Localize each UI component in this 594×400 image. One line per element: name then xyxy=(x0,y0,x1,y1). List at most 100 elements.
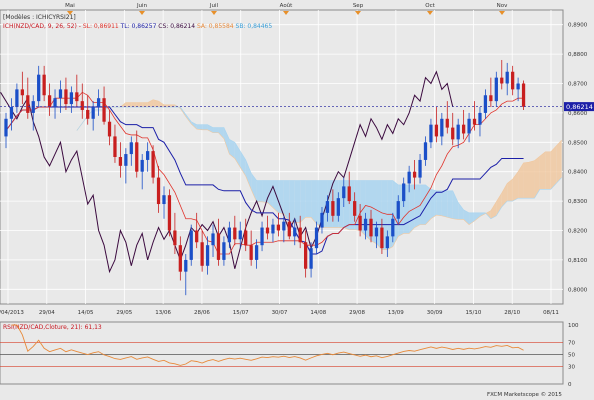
candle-body xyxy=(15,89,19,108)
candle-body xyxy=(521,83,526,107)
month-marker xyxy=(67,11,73,15)
y-tick-label: 0,8500 xyxy=(568,140,588,146)
y-tick-label: 0,8900 xyxy=(568,23,588,29)
indicator-legend: ICH(NZD/CAD, 9, 26, 52) - SL: 0,86911 TL… xyxy=(3,23,272,30)
candle-body xyxy=(200,242,204,266)
candle-body xyxy=(423,142,428,160)
y-tick-label: 0,8700 xyxy=(568,82,588,88)
x-tick-label: 30/07 xyxy=(272,310,288,316)
cloud-segment xyxy=(539,151,546,190)
cloud-segment xyxy=(507,179,513,202)
candle-body xyxy=(47,95,52,108)
cloud-segment xyxy=(436,190,442,216)
legend-item: SA: 0,85584 xyxy=(197,23,236,30)
candle-body xyxy=(102,98,106,122)
x-tick-label: 13/06 xyxy=(155,310,171,316)
cloud-segment xyxy=(147,99,154,108)
y-tick-label: 0,8400 xyxy=(568,170,588,176)
candle-body xyxy=(216,233,221,260)
candle-body xyxy=(107,121,112,137)
candle-body xyxy=(374,227,379,237)
cloud-segment xyxy=(136,102,143,108)
candle-body xyxy=(391,218,395,237)
candle-body xyxy=(265,227,270,234)
cloud-segment xyxy=(234,142,241,168)
candle-body xyxy=(380,227,384,249)
candle-body xyxy=(64,89,68,105)
models-label: [Modèles : ICHICYRSI21] xyxy=(3,14,76,21)
rsi-tick-label: 70 xyxy=(568,341,575,347)
cloud-segment xyxy=(452,190,459,220)
candle-body xyxy=(118,157,123,166)
month-marker xyxy=(139,11,145,15)
y-tick-label: 0,8000 xyxy=(568,287,588,293)
cloud-segment xyxy=(501,183,508,207)
rsi-tick-label: 30 xyxy=(568,364,575,370)
candle-body xyxy=(293,227,297,237)
rsi-tick-label: 50 xyxy=(568,353,575,359)
candle-body xyxy=(75,92,79,102)
cloud-segment xyxy=(463,209,470,225)
candle-body xyxy=(429,124,433,143)
month-label: Août xyxy=(280,2,294,9)
cloud-segment xyxy=(490,201,497,219)
candle-body xyxy=(31,101,35,113)
x-tick-label: 14/08 xyxy=(310,310,326,316)
senkou-span-a-line xyxy=(76,99,562,250)
month-label: Sep xyxy=(353,3,364,9)
month-label: Nov xyxy=(497,3,508,9)
month-label: Juin xyxy=(136,3,148,9)
candle-body xyxy=(260,227,264,246)
cloud-segment xyxy=(267,180,273,208)
x-tick-label: 15/07 xyxy=(233,310,249,316)
cloud-segment xyxy=(305,180,312,218)
cloud-segment xyxy=(523,162,529,199)
candle-body xyxy=(505,71,509,84)
candle-body xyxy=(434,124,439,137)
copyright: FXCM Marketscope © 2015 xyxy=(487,391,562,398)
month-labels: Mai Juin Juil Août Sep Oct Nov xyxy=(65,2,508,15)
candle-body xyxy=(205,245,210,266)
candle-body xyxy=(304,242,308,269)
cloud-segment xyxy=(240,151,246,177)
cloud-segment xyxy=(131,102,137,108)
month-label: Juil xyxy=(209,3,219,9)
candle-body xyxy=(124,154,128,166)
cloud-segment xyxy=(185,114,192,124)
x-tick-label: 29/05 xyxy=(116,310,132,316)
candle-body xyxy=(53,98,57,108)
candle-body xyxy=(445,118,449,128)
current-price-tag xyxy=(564,102,594,112)
x-tick-label: 08/11 xyxy=(543,310,559,316)
x-tick-label: 29/04 xyxy=(39,310,55,316)
candle-body xyxy=(146,151,150,160)
candle-body xyxy=(325,201,330,213)
candle-body xyxy=(244,230,248,246)
cloud-segment xyxy=(223,127,230,155)
cloud-segment xyxy=(534,156,540,199)
candle-body xyxy=(412,171,417,178)
cloud-segment xyxy=(245,159,252,190)
cloud-segment xyxy=(229,139,235,159)
current-price-label: 0,86214 xyxy=(566,103,593,111)
y-tick-label: 0,8800 xyxy=(568,52,588,58)
month-marker xyxy=(211,11,217,15)
candle-body xyxy=(151,151,155,178)
candle-body xyxy=(363,218,368,231)
candle-body xyxy=(135,142,139,172)
candle-body xyxy=(96,98,101,108)
candle-body xyxy=(189,230,193,260)
candle-body xyxy=(233,227,237,240)
month-label: Mai xyxy=(65,3,75,9)
cloud-segment xyxy=(125,102,132,108)
candle-body xyxy=(178,245,182,272)
candlesticks xyxy=(4,59,526,296)
candle-body xyxy=(336,198,340,216)
price-axis: 0,8900 0,8800 0,8700 0,8600 0,8500 0,8400 0,83… xyxy=(568,23,588,294)
rsi-chart: 100 70 50 30 0 xyxy=(0,323,579,388)
candle-body xyxy=(494,77,498,102)
y-tick-label: 0,8300 xyxy=(568,199,588,205)
x-tick-label: 28/06 xyxy=(194,310,210,316)
candle-body xyxy=(489,95,493,102)
